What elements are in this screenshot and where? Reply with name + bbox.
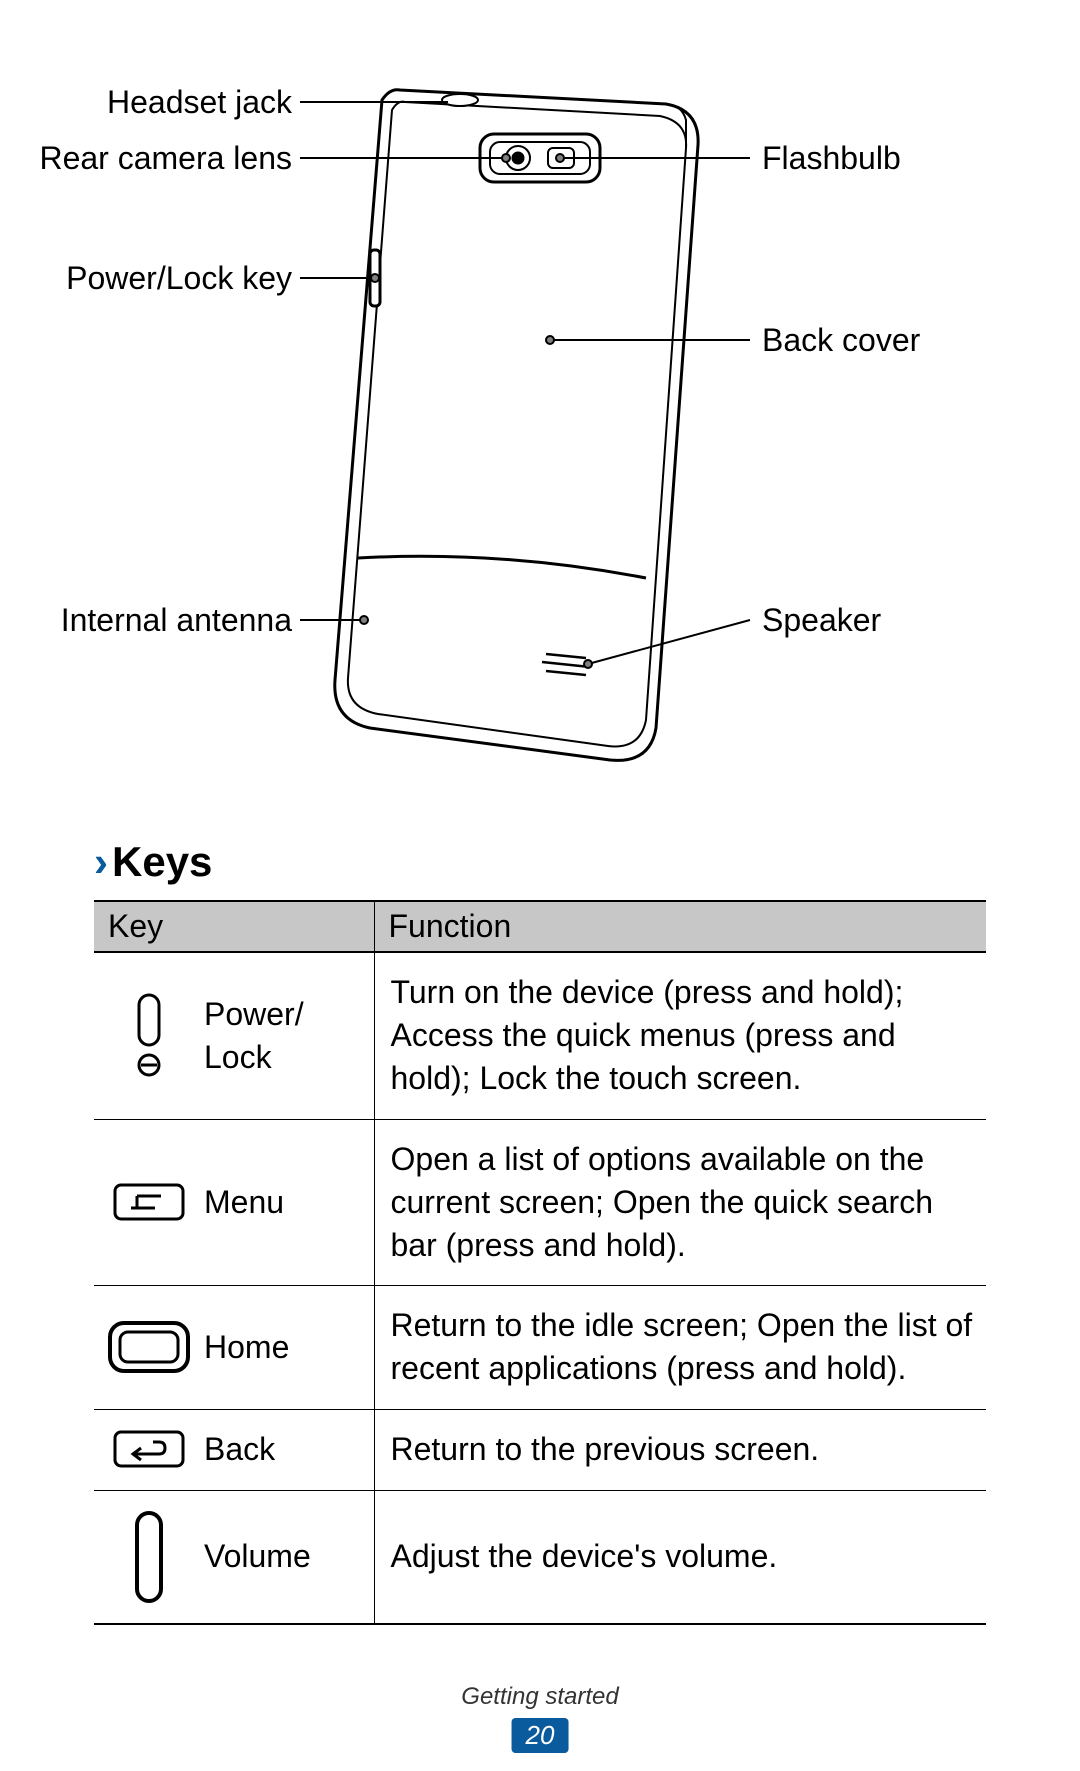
key-name: Power/Lock bbox=[204, 952, 374, 1119]
table-header-row: Key Function bbox=[94, 901, 986, 952]
table-row: Power/Lock Turn on the device (press and… bbox=[94, 952, 986, 1119]
key-name: Back bbox=[204, 1409, 374, 1490]
section-heading-keys: ›Keys bbox=[94, 838, 212, 886]
table-row: Volume Adjust the device's volume. bbox=[94, 1490, 986, 1624]
key-function: Return to the idle screen; Open the list… bbox=[374, 1286, 986, 1409]
label-back-cover: Back cover bbox=[762, 322, 920, 359]
chevron-icon: › bbox=[94, 838, 108, 885]
key-function: Adjust the device's volume. bbox=[374, 1490, 986, 1624]
table-row: Back Return to the previous screen. bbox=[94, 1409, 986, 1490]
volume-key-icon bbox=[94, 1490, 204, 1624]
section-title: Keys bbox=[112, 838, 212, 885]
table-row: Home Return to the idle screen; Open the… bbox=[94, 1286, 986, 1409]
label-internal-antenna: Internal antenna bbox=[61, 602, 292, 639]
back-key-icon bbox=[94, 1409, 204, 1490]
col-header-function: Function bbox=[374, 901, 986, 952]
footer-section-name: Getting started bbox=[0, 1683, 1080, 1711]
key-name: Volume bbox=[204, 1490, 374, 1624]
label-headset-jack: Headset jack bbox=[107, 84, 292, 121]
key-name: Home bbox=[204, 1286, 374, 1409]
menu-key-icon bbox=[94, 1119, 204, 1286]
page-number-badge: 20 bbox=[512, 1718, 569, 1753]
home-key-icon bbox=[94, 1286, 204, 1409]
label-flashbulb: Flashbulb bbox=[762, 140, 901, 177]
key-function: Open a list of options available on the … bbox=[374, 1119, 986, 1286]
label-power-lock-key: Power/Lock key bbox=[66, 260, 292, 297]
power-key-icon bbox=[94, 952, 204, 1119]
key-function: Return to the previous screen. bbox=[374, 1409, 986, 1490]
key-name: Menu bbox=[204, 1119, 374, 1286]
key-function: Turn on the device (press and hold); Acc… bbox=[374, 952, 986, 1119]
table-row: Menu Open a list of options available on… bbox=[94, 1119, 986, 1286]
label-rear-camera-lens: Rear camera lens bbox=[39, 140, 292, 177]
col-header-key: Key bbox=[94, 901, 374, 952]
device-diagram: Headset jack Rear camera lens Power/Lock… bbox=[0, 60, 1080, 790]
keys-table: Key Function Power/Lock Turn on the devi… bbox=[94, 900, 986, 1625]
label-speaker: Speaker bbox=[762, 602, 881, 639]
